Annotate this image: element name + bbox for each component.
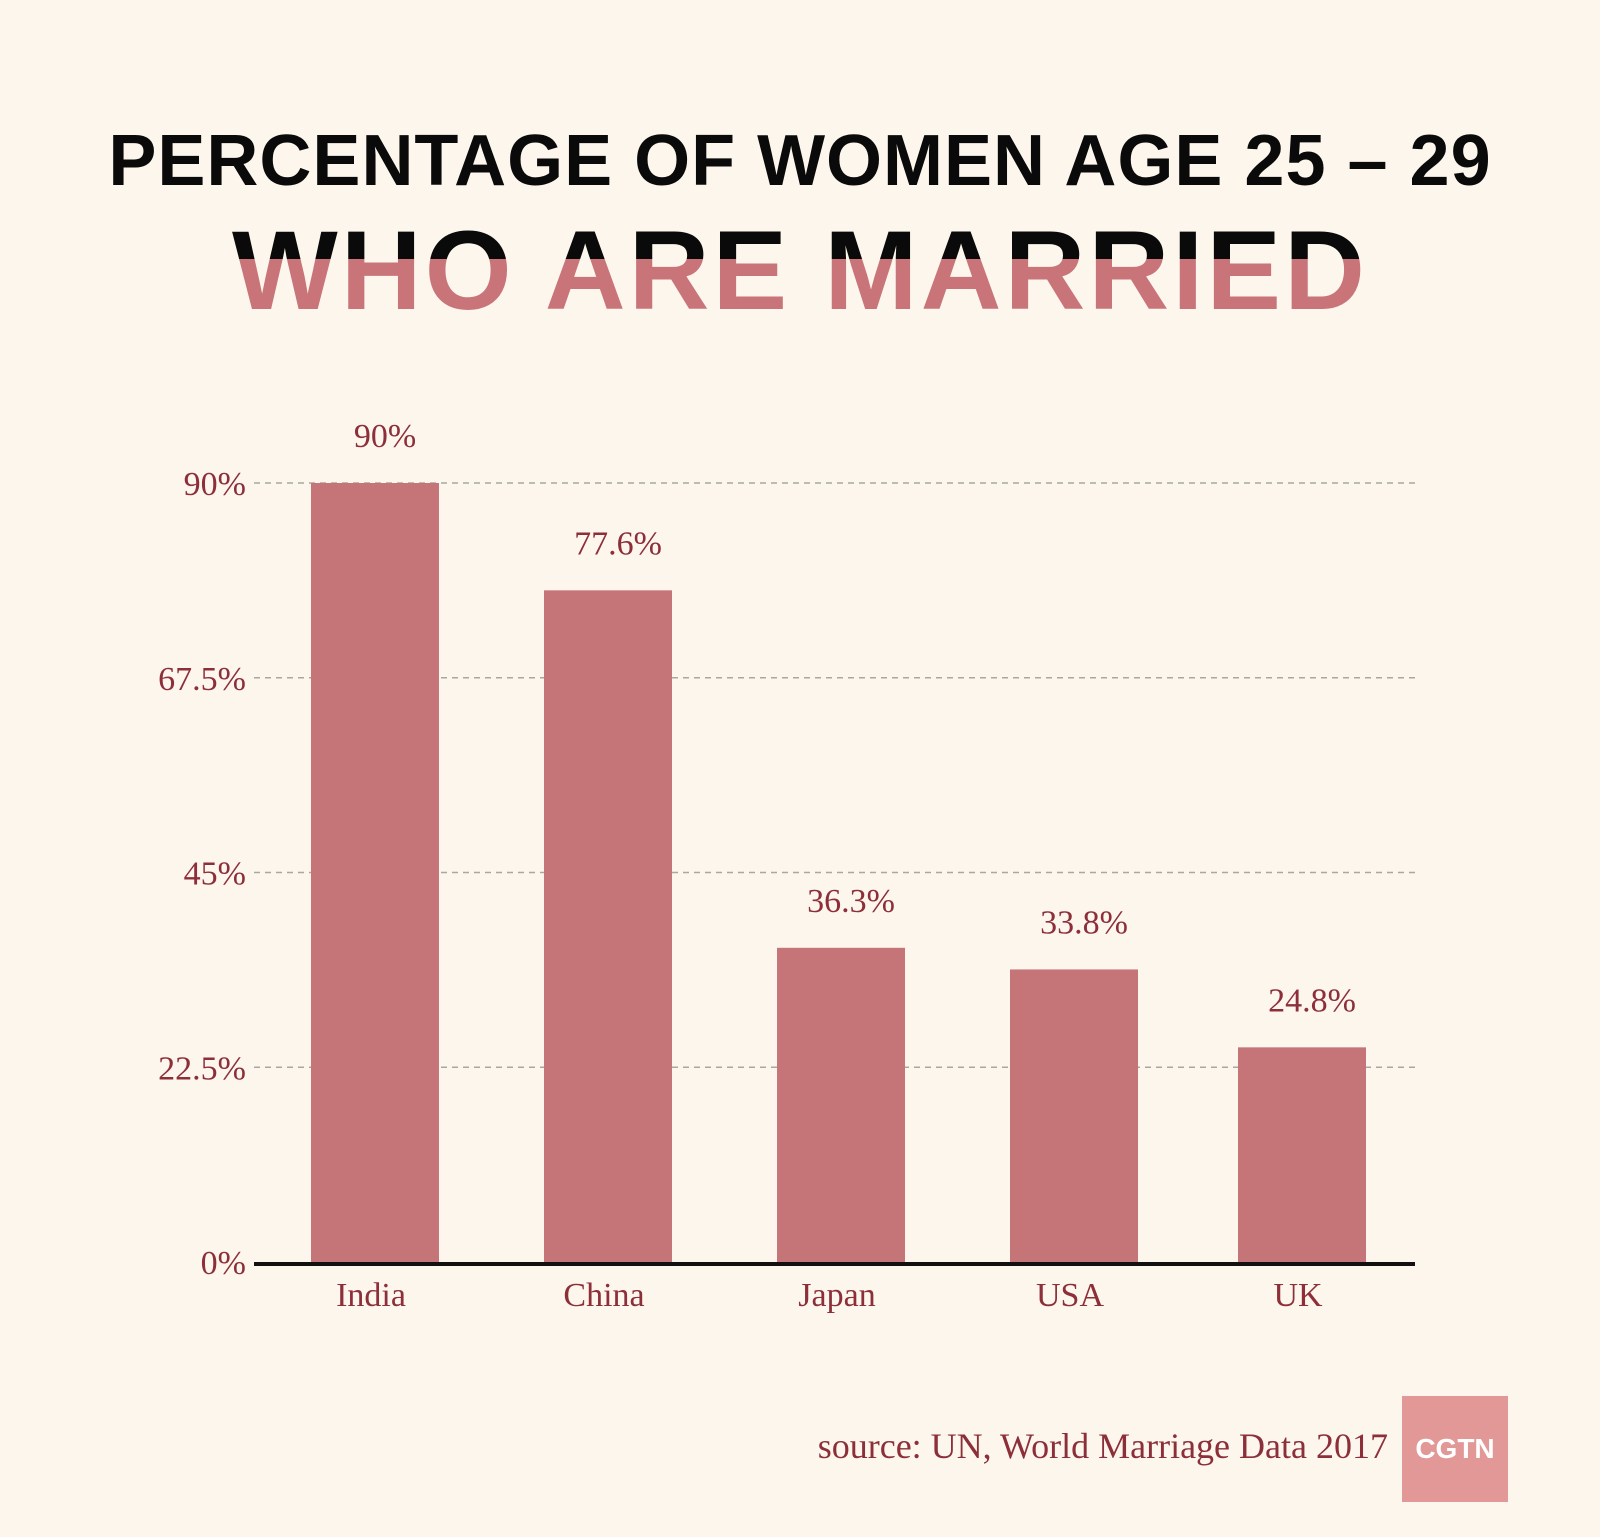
category-label: USA [1036,1277,1104,1314]
cgtn-logo: CGTN [1402,1396,1508,1502]
value-label: 90% [354,418,416,455]
y-tick-label: 90% [184,466,246,503]
bar-chart: 0% 22.5% 45% 67.5% 90% 90% 77.6% 36.3% 33.8% 24.… [158,418,1415,1314]
logo-text: CGTN [1415,1433,1495,1464]
bar [1238,1047,1366,1262]
category-label: UK [1273,1277,1323,1314]
x-axis-labels: India China Japan USA UK [336,1277,1323,1314]
value-label: 24.8% [1268,982,1356,1019]
y-tick-label: 67.5% [158,661,246,698]
y-tick-label: 45% [184,856,246,893]
source-note: source: UN, World Marriage Data 2017 [817,1426,1388,1466]
y-tick-label: 0% [201,1245,246,1282]
bar [1010,969,1138,1262]
bar [311,483,439,1262]
value-label: 33.8% [1040,904,1128,941]
category-label: China [563,1277,644,1314]
y-axis-ticks: 0% 22.5% 45% 67.5% 90% [158,466,246,1282]
value-label: 36.3% [807,883,895,920]
bar [777,947,905,1262]
bar [544,590,672,1262]
category-label: India [336,1277,406,1314]
value-labels: 90% 77.6% 36.3% 33.8% 24.8% [354,418,1356,1019]
category-label: Japan [798,1277,875,1314]
bars [311,483,1366,1262]
chart-title-line1: PERCENTAGE OF WOMEN AGE 25 – 29 [108,121,1492,201]
chart-title-line2: WHO ARE MARRIED [0,212,1600,330]
y-tick-label: 22.5% [158,1050,246,1087]
value-label: 77.6% [574,525,662,562]
